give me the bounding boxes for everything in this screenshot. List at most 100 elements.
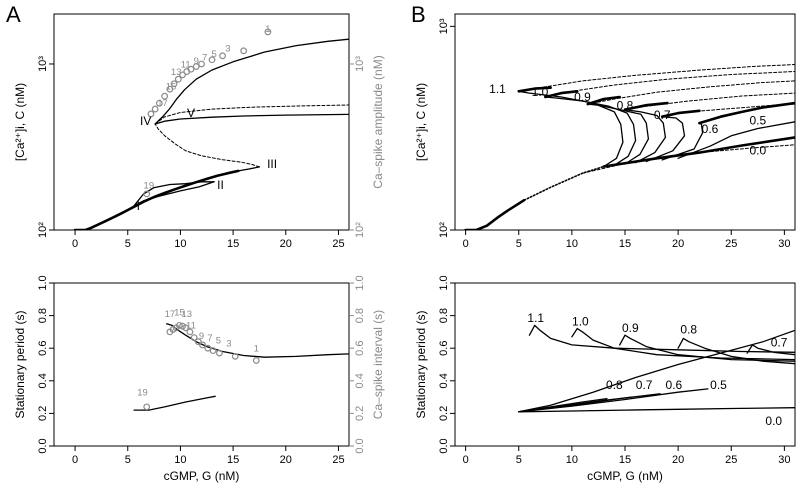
point-label: 13	[181, 309, 192, 320]
x-tick-label: 5	[516, 238, 522, 250]
y2-tick-label: 0.8	[354, 308, 366, 323]
series-line-16	[517, 86, 552, 93]
y2-tick-label: 1.0	[354, 275, 366, 290]
data-point	[143, 190, 151, 198]
series-line-0-8	[624, 108, 667, 164]
series-line-upper	[518, 329, 795, 413]
curve-label: 0.8	[617, 99, 634, 113]
chart-b-top: 0 5 10 15 20 25 30 10² 10³ [Ca²⁺]i, C (nM) 1.1 1.0 0…	[414, 13, 796, 250]
series-group	[518, 324, 795, 413]
data-point	[231, 352, 239, 360]
data-point	[199, 341, 206, 349]
y-tick-label: 0.6	[37, 341, 49, 356]
y-tick-label: 0.0	[37, 438, 49, 453]
series-group	[133, 321, 349, 411]
curve-label: 1.0	[532, 85, 549, 99]
curve-label: 0.5	[749, 113, 766, 127]
data-point	[161, 92, 169, 100]
point-label: 11	[186, 321, 196, 332]
x-tick-label: 15	[619, 238, 631, 250]
curve-label: 0.0	[765, 414, 782, 428]
series-line-11	[518, 64, 795, 92]
x-tick-label: 5	[516, 454, 522, 466]
series-line-6	[133, 181, 215, 207]
curve-label: V	[187, 106, 195, 120]
y-tick-label: 10³	[37, 56, 49, 72]
series-group	[73, 28, 349, 230]
x-tick-label: 20	[672, 238, 684, 250]
data-point	[151, 105, 159, 113]
point-label: 5	[211, 49, 216, 60]
y-axis-label: Stationary period (s)	[13, 310, 27, 418]
curve-label: III	[267, 157, 277, 171]
point-label: 7	[207, 333, 212, 344]
x-axis-label: cGMP, G (nM)	[587, 469, 663, 483]
series-line-20	[660, 109, 701, 118]
series-line-4	[154, 38, 349, 125]
data-point	[170, 80, 178, 88]
data-point	[186, 328, 194, 336]
point-label: 5	[216, 335, 221, 346]
x-tick-label: 25	[332, 238, 344, 250]
point-label: 3	[226, 339, 231, 350]
series-line-1-1	[528, 324, 795, 353]
x-tick-label: 0	[463, 238, 469, 250]
y2-tick-label: 0.2	[354, 406, 366, 421]
data-point	[198, 60, 205, 68]
curve-label: 0.8	[606, 378, 623, 392]
data-point	[216, 349, 223, 357]
series-line-1-1	[518, 90, 624, 168]
series-line-0	[73, 169, 240, 230]
y-tick-label: 0.6	[438, 341, 450, 356]
y-tick-label: 1.0	[438, 275, 450, 290]
panel-letter-b: B	[411, 2, 426, 27]
series-line-13	[587, 80, 795, 105]
point-label: 19	[144, 180, 155, 191]
series-line-3	[154, 113, 349, 125]
data-point	[192, 63, 200, 70]
series-line-18	[586, 95, 621, 106]
x-tick-label: 20	[672, 454, 684, 466]
series-line-0-9	[619, 334, 795, 362]
x-tick-label: 25	[725, 454, 737, 466]
curve-label: 0.5	[710, 378, 727, 392]
curve-label: 0.7	[771, 336, 788, 350]
curve-label: 0.7	[636, 378, 653, 392]
y-axis-label: Stationary period (s)	[414, 310, 428, 418]
data-point	[194, 338, 202, 346]
x-axis-label: cGMP, G (nM)	[164, 469, 240, 483]
curve-label: 0.0	[749, 143, 766, 157]
y-axis-label: [Ca²⁺]i, C (nM)	[13, 83, 27, 161]
plot-frame	[53, 13, 350, 231]
series-line-0-0	[602, 136, 795, 168]
plot-frame	[454, 282, 796, 447]
x-tick-label: 15	[227, 454, 239, 466]
data-point	[143, 403, 151, 411]
x-tick-label: 5	[125, 454, 131, 466]
series-line-0-7	[746, 344, 795, 356]
y-tick-label: 10²	[438, 222, 450, 238]
point-label: 19	[137, 387, 148, 398]
x-tick-label: 0	[72, 454, 78, 466]
panel-letter-a: A	[6, 2, 21, 27]
curve-label: 0.6	[666, 378, 683, 392]
x-tick-label: 15	[619, 454, 631, 466]
point-label: 3	[225, 43, 230, 54]
y2-tick-label: 0.6	[354, 341, 366, 356]
data-point	[240, 47, 248, 55]
y2-tick-label: 0.0	[354, 438, 366, 453]
curve-label: 1.0	[572, 314, 589, 328]
point-label: 13	[171, 67, 182, 78]
data-point	[204, 344, 212, 352]
data-point	[179, 71, 186, 79]
series-line-0	[464, 198, 526, 230]
curve-label: 0.8	[680, 323, 697, 337]
point-label: 7	[202, 52, 207, 63]
y2-tick-label: 10³	[354, 56, 366, 72]
series-line-0	[166, 323, 349, 358]
point-label: 9	[199, 331, 204, 342]
series-line-1	[237, 166, 261, 172]
curve-label: IV	[140, 114, 151, 128]
